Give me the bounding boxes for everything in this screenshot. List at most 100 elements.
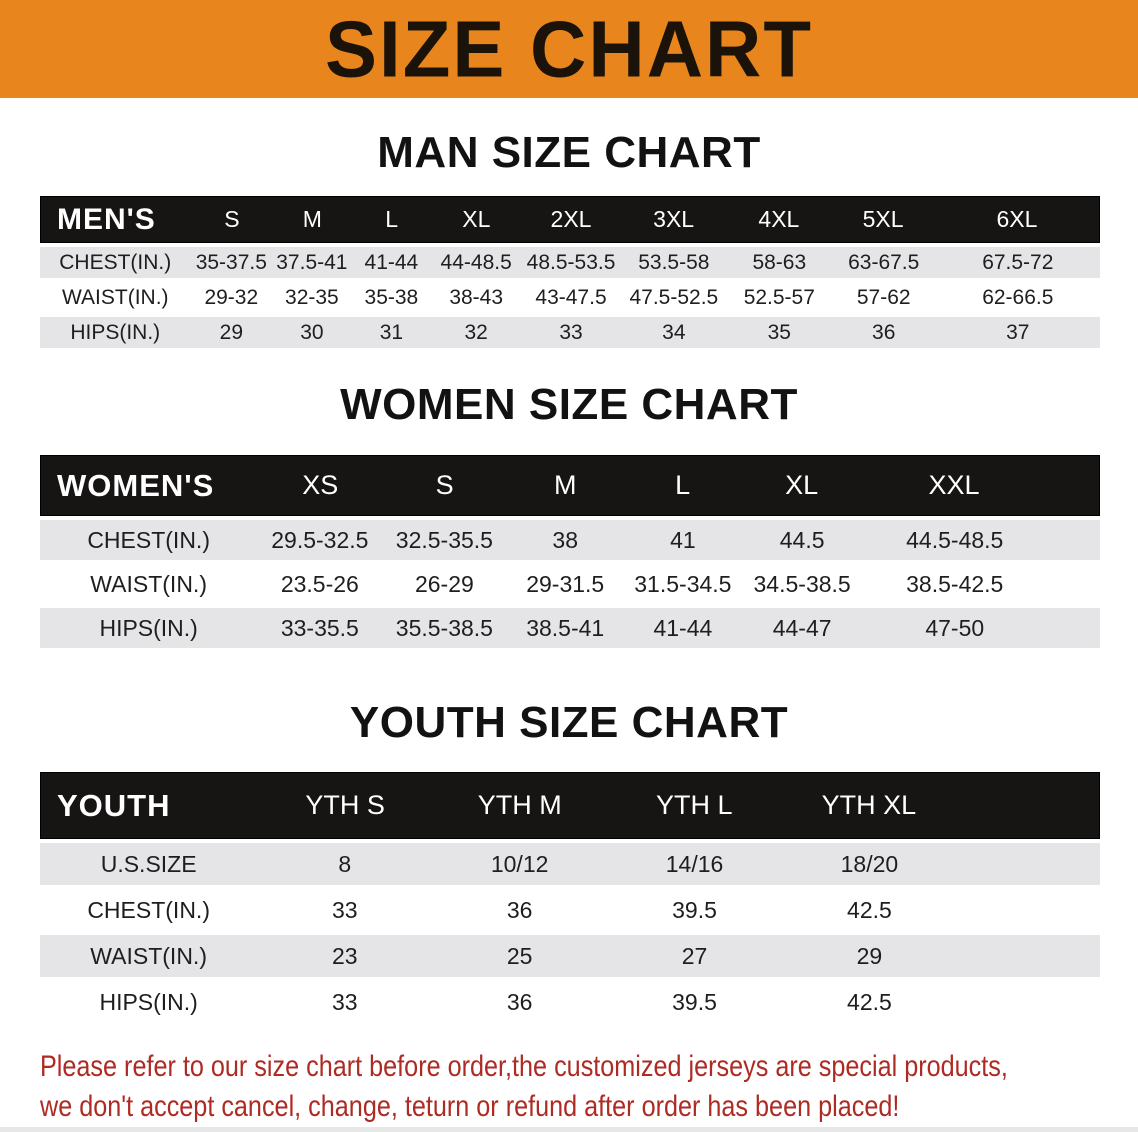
table-body-women: CHEST(IN.) 29.5-32.5 32.5-35.5 38 41 44.5 44.5… [40, 520, 1100, 648]
section-title-men: MAN SIZE CHART [377, 128, 761, 177]
column-header: L [675, 470, 691, 500]
table-cell: 41-44 [364, 250, 419, 274]
column-header: S [435, 470, 454, 500]
table-cell: 36 [506, 988, 533, 1015]
row-label: WAIST(IN.) [90, 570, 207, 597]
table-cell: 29 [856, 942, 883, 969]
column-header: 2XL [550, 206, 592, 232]
table-body-men: CHEST(IN.) 35-37.5 37.5-41 41-44 44-48.5 48.5… [40, 247, 1100, 348]
size-chart-sections: MAN SIZE CHART MEN'S S M L XL 2XL 3XL 4XL 5XL 6XL C… [0, 128, 1138, 1023]
size-table-women: WOMEN'S XS S M L XL XXL CHEST(IN.) 29.5-32.5 32.5… [40, 455, 1100, 648]
table-cell: 34.5-38.5 [753, 570, 851, 597]
size-table-men: MEN'S S M L XL 2XL 3XL 4XL 5XL 6XL CHEST(IN.) 35-37… [40, 196, 1100, 348]
row-label: HIPS(IN.) [99, 988, 198, 1015]
size-table-youth: YOUTH YTH S YTH M YTH L YTH XL U.S.SIZE 8 10/12… [40, 772, 1100, 1023]
table-header-row-youth: YOUTH YTH S YTH M YTH L YTH XL [40, 772, 1100, 839]
column-header: M [302, 206, 322, 232]
row-label: WAIST(IN.) [90, 942, 207, 969]
column-header: 6XL [996, 206, 1038, 232]
table-cell: 29-32 [204, 285, 259, 309]
table-row: HIPS(IN.) 29 30 31 32 33 34 35 36 37 [40, 317, 1100, 348]
table-cell: 53.5-58 [638, 250, 710, 274]
row-label: CHEST(IN.) [87, 896, 210, 923]
column-header: YTH S [305, 790, 385, 820]
table-cell: 32.5-35.5 [395, 526, 493, 553]
table-cell: 36 [872, 320, 896, 344]
table-cell: 31.5-34.5 [634, 570, 732, 597]
table-cell: 41 [670, 526, 696, 553]
table-cell: 8 [338, 850, 352, 877]
row-label: HIPS(IN.) [70, 320, 161, 344]
table-header-label-women: WOMEN'S [57, 467, 215, 503]
table-cell: 38.5-42.5 [906, 570, 1004, 597]
column-header: 3XL [653, 206, 695, 232]
section-youth: YOUTH SIZE CHART YOUTH YTH S YTH M YTH L YTH … [0, 698, 1138, 1023]
table-cell: 14/16 [665, 850, 724, 877]
section-men: MAN SIZE CHART MEN'S S M L XL 2XL 3XL 4XL 5XL 6XL C… [0, 128, 1138, 348]
banner: SIZE CHART [0, 0, 1138, 98]
table-cell: 38-43 [449, 285, 504, 309]
column-header: S [224, 206, 240, 232]
column-header: XXL [928, 470, 980, 500]
section-women: WOMEN SIZE CHART WOMEN'S XS S M L XL XXL CHEST(I… [0, 380, 1138, 648]
table-row: CHEST(IN.) 35-37.5 37.5-41 41-44 44-48.5 48.5… [40, 247, 1100, 278]
table-cell: 18/20 [840, 850, 899, 877]
table-cell: 33 [331, 896, 358, 923]
table-cell: 32 [464, 320, 488, 344]
table-cell: 32-35 [285, 285, 339, 309]
table-cell: 62-66.5 [982, 285, 1054, 309]
column-header: YTH XL [821, 790, 917, 820]
table-cell: 37.5-41 [276, 250, 348, 274]
table-cell: 44-48.5 [440, 250, 512, 274]
table-cell: 35-37.5 [195, 250, 267, 274]
table-cell: 30 [300, 320, 324, 344]
column-header: L [385, 206, 399, 232]
table-cell: 23.5-26 [280, 570, 359, 597]
column-header: XS [302, 470, 339, 500]
table-cell: 42.5 [847, 988, 892, 1015]
row-label: CHEST(IN.) [59, 250, 172, 274]
table-row: WAIST(IN.) 23 25 27 29 [40, 935, 1100, 977]
note-line-1: Please refer to our size chart before or… [40, 1050, 1008, 1083]
table-cell: 42.5 [847, 896, 892, 923]
section-title-youth: YOUTH SIZE CHART [349, 698, 789, 747]
table-cell: 67.5-72 [982, 250, 1054, 274]
table-cell: 47.5-52.5 [629, 285, 719, 309]
table-header-label-youth: YOUTH [57, 787, 171, 823]
table-cell: 33 [331, 988, 358, 1015]
table-cell: 31 [379, 320, 404, 344]
table-cell: 47-50 [925, 614, 985, 641]
table-cell: 35.5-38.5 [395, 614, 493, 641]
footer-note: Please refer to our size chart before or… [40, 1047, 1138, 1127]
column-header: XL [785, 470, 819, 500]
table-row: CHEST(IN.) 33 36 39.5 42.5 [40, 889, 1100, 931]
banner-title: SIZE CHART [325, 4, 813, 94]
table-cell: 10/12 [490, 850, 549, 877]
table-cell: 23 [331, 942, 358, 969]
table-cell: 39.5 [672, 896, 717, 923]
table-cell: 37 [1006, 320, 1030, 344]
table-cell: 63-67.5 [848, 250, 920, 274]
table-cell: 35-38 [364, 285, 419, 309]
table-row: WAIST(IN.) 23.5-26 26-29 29-31.5 31.5-34.5 34… [40, 564, 1100, 604]
table-cell: 35 [767, 320, 791, 344]
table-cell: 48.5-53.5 [526, 250, 616, 274]
table-header-row-men: MEN'S S M L XL 2XL 3XL 4XL 5XL 6XL [40, 196, 1100, 243]
column-header: XL [462, 206, 491, 232]
table-cell: 57-62 [856, 285, 911, 309]
column-header: 5XL [862, 206, 904, 232]
table-cell: 58-63 [752, 250, 807, 274]
table-cell: 36 [506, 896, 533, 923]
table-cell: 44.5-48.5 [906, 526, 1004, 553]
table-cell: 29 [219, 320, 243, 344]
table-header-label-men: MEN'S [57, 202, 156, 236]
table-cell: 27 [681, 942, 708, 969]
table-row: WAIST(IN.) 29-32 32-35 35-38 38-43 43-47.5 47.… [40, 282, 1100, 313]
table-header-row-women: WOMEN'S XS S M L XL XXL [40, 455, 1100, 516]
note-line-2: we don't accept cancel, change, teturn o… [40, 1090, 900, 1123]
table-cell: 43-47.5 [535, 285, 607, 309]
table-cell: 44-47 [772, 614, 832, 641]
table-cell: 38.5-41 [526, 614, 605, 641]
column-header: 4XL [758, 206, 800, 232]
table-cell: 44.5 [779, 526, 825, 553]
